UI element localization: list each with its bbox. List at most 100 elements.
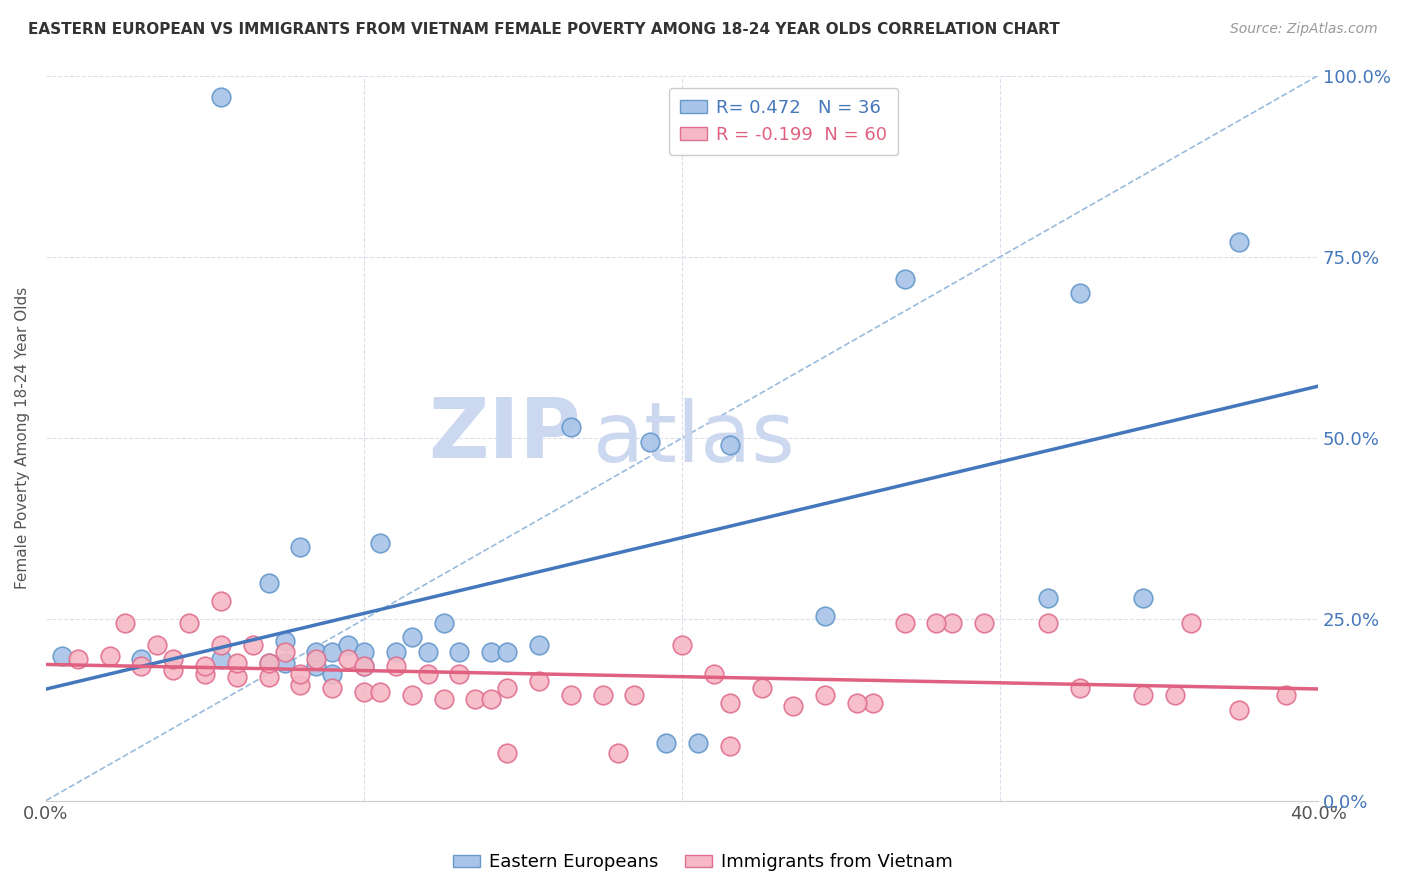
Point: [305, 659, 328, 673]
Point: [401, 631, 423, 645]
Point: [368, 685, 391, 699]
Point: [337, 638, 360, 652]
Point: [496, 681, 519, 696]
Point: [257, 576, 280, 591]
Point: [479, 645, 502, 659]
Point: [432, 692, 454, 706]
Point: [242, 638, 264, 652]
Point: [973, 615, 995, 630]
Point: [51, 648, 73, 663]
Point: [177, 615, 200, 630]
Text: Source: ZipAtlas.com: Source: ZipAtlas.com: [1230, 22, 1378, 37]
Point: [273, 645, 295, 659]
Point: [560, 689, 582, 703]
Point: [449, 645, 471, 659]
Point: [814, 608, 837, 623]
Point: [321, 666, 343, 681]
Point: [416, 666, 439, 681]
Point: [146, 638, 169, 652]
Point: [1069, 286, 1091, 301]
Point: [560, 420, 582, 434]
Point: [321, 681, 343, 696]
Point: [257, 656, 280, 670]
Point: [846, 696, 869, 710]
Point: [782, 699, 804, 714]
Point: [290, 666, 312, 681]
Point: [225, 670, 247, 684]
Point: [257, 656, 280, 670]
Point: [925, 615, 948, 630]
Point: [1036, 615, 1059, 630]
Point: [862, 696, 884, 710]
Point: [893, 615, 915, 630]
Point: [66, 652, 89, 666]
Point: [1227, 235, 1250, 250]
Point: [527, 673, 550, 688]
Point: [257, 670, 280, 684]
Point: [162, 652, 184, 666]
Point: [718, 739, 741, 754]
Point: [353, 645, 375, 659]
Point: [1132, 689, 1154, 703]
Point: [162, 663, 184, 677]
Point: [98, 648, 121, 663]
Point: [1164, 689, 1187, 703]
Point: [225, 656, 247, 670]
Point: [194, 659, 217, 673]
Point: [353, 685, 375, 699]
Point: [273, 656, 295, 670]
Point: [305, 645, 328, 659]
Point: [1227, 703, 1250, 717]
Point: [686, 736, 709, 750]
Point: [131, 659, 153, 673]
Point: [638, 434, 661, 449]
Point: [416, 645, 439, 659]
Point: [464, 692, 486, 706]
Point: [114, 615, 136, 630]
Point: [385, 659, 408, 673]
Point: [1036, 591, 1059, 605]
Text: ZIP: ZIP: [427, 394, 581, 475]
Point: [432, 615, 454, 630]
Point: [1275, 689, 1298, 703]
Point: [893, 271, 915, 285]
Point: [496, 747, 519, 761]
Point: [194, 666, 217, 681]
Point: [385, 645, 408, 659]
Point: [353, 659, 375, 673]
Point: [1180, 615, 1202, 630]
Point: [592, 689, 614, 703]
Text: EASTERN EUROPEAN VS IMMIGRANTS FROM VIETNAM FEMALE POVERTY AMONG 18-24 YEAR OLDS: EASTERN EUROPEAN VS IMMIGRANTS FROM VIET…: [28, 22, 1060, 37]
Point: [337, 652, 360, 666]
Point: [814, 689, 837, 703]
Point: [209, 638, 232, 652]
Point: [368, 536, 391, 550]
Point: [209, 652, 232, 666]
Point: [209, 594, 232, 608]
Point: [401, 689, 423, 703]
Legend: Eastern Europeans, Immigrants from Vietnam: Eastern Europeans, Immigrants from Vietn…: [446, 847, 960, 879]
Point: [607, 747, 630, 761]
Point: [305, 652, 328, 666]
Point: [479, 692, 502, 706]
Y-axis label: Female Poverty Among 18-24 Year Olds: Female Poverty Among 18-24 Year Olds: [15, 287, 30, 590]
Point: [718, 438, 741, 452]
Point: [941, 615, 963, 630]
Point: [751, 681, 773, 696]
Point: [718, 696, 741, 710]
Point: [1069, 681, 1091, 696]
Point: [703, 666, 725, 681]
Point: [321, 645, 343, 659]
Point: [273, 634, 295, 648]
Point: [353, 659, 375, 673]
Point: [290, 677, 312, 691]
Legend: R= 0.472   N = 36, R = -0.199  N = 60: R= 0.472 N = 36, R = -0.199 N = 60: [669, 88, 898, 155]
Point: [449, 666, 471, 681]
Point: [1132, 591, 1154, 605]
Point: [527, 638, 550, 652]
Point: [290, 540, 312, 554]
Point: [671, 638, 693, 652]
Point: [209, 90, 232, 104]
Point: [655, 736, 678, 750]
Point: [623, 689, 645, 703]
